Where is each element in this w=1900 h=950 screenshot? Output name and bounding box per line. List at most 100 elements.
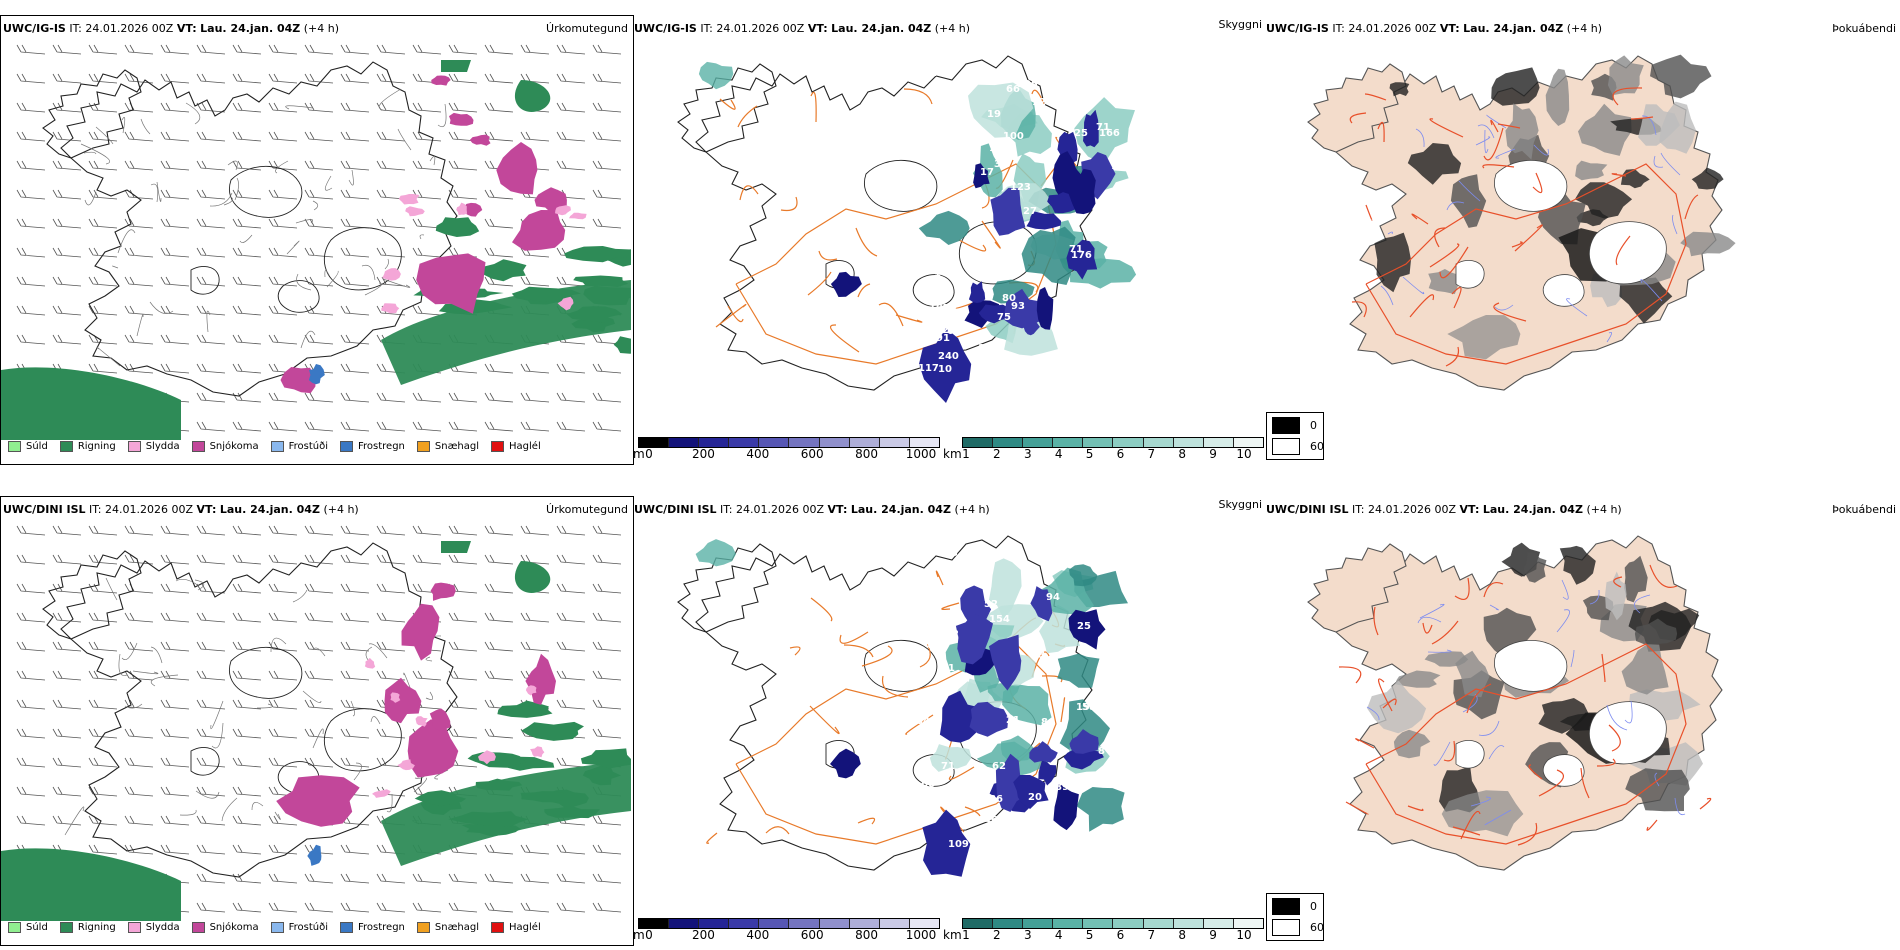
ceiling-cell bbox=[939, 690, 981, 743]
fog-cell bbox=[1441, 790, 1524, 837]
cell-value-label: 75 bbox=[997, 312, 1011, 323]
sleet-cell bbox=[555, 205, 571, 216]
sleet-cell bbox=[398, 194, 420, 205]
rain-cell bbox=[544, 806, 600, 819]
legend-item-2: Slydda bbox=[127, 441, 180, 452]
colorbar-tick: 5 bbox=[1085, 447, 1094, 461]
panel-header-precip-2: UWC/DINI ISL IT: 24.01.2026 00Z VT: Lau.… bbox=[3, 503, 359, 516]
legend-item-6: Snæhagl bbox=[416, 441, 480, 452]
legend-label: Súld bbox=[26, 441, 48, 452]
cell-value-label: 27 bbox=[1023, 206, 1037, 217]
cell-value-label: 95 bbox=[1063, 323, 1077, 334]
westfjords-outline bbox=[1307, 543, 1407, 633]
rain-cell bbox=[573, 275, 629, 287]
colorbar-tick: 7 bbox=[1147, 928, 1156, 942]
cell-value-label: 86 bbox=[989, 794, 1003, 805]
legend-swatch bbox=[491, 922, 505, 933]
cell-value-label: 80 bbox=[1002, 293, 1016, 304]
glacier-outline bbox=[825, 260, 855, 289]
cloud-legend-label: 60 bbox=[1310, 921, 1324, 934]
cell-value-label: 42 bbox=[1041, 357, 1055, 368]
colorbar-cell-7 bbox=[1173, 438, 1204, 447]
glacier-outline bbox=[323, 708, 402, 772]
rain-cell bbox=[564, 246, 631, 263]
colorbar-tick: 600 bbox=[800, 447, 824, 461]
sleet-cell bbox=[557, 296, 574, 311]
colorbar-cell-5 bbox=[1113, 438, 1144, 447]
colorbar-tick: 400 bbox=[746, 928, 770, 942]
ceiling-cell bbox=[1069, 729, 1099, 754]
legend-item-6: Snæhagl bbox=[416, 922, 480, 933]
ceiling-cell bbox=[990, 187, 1026, 236]
colorbar-tick: 3 bbox=[1023, 447, 1032, 461]
legend-item-2: Slydda bbox=[127, 922, 180, 933]
iceland-outline bbox=[60, 542, 458, 878]
colorbar-cell-5 bbox=[1113, 919, 1144, 928]
fog-cell bbox=[1605, 571, 1627, 621]
rain-cell bbox=[511, 286, 581, 302]
legend-label: Snæhagl bbox=[434, 922, 480, 933]
legend-label: Frostregn bbox=[358, 441, 405, 452]
fog-cell bbox=[1574, 182, 1633, 219]
legend-swatch bbox=[59, 922, 73, 933]
colorbar-tick: 800 bbox=[855, 928, 879, 942]
fog-cell bbox=[1638, 104, 1680, 146]
sleet-cell bbox=[397, 759, 415, 771]
rain-cell bbox=[435, 217, 480, 237]
snow-cell bbox=[534, 187, 567, 213]
panel-title-fog-2: Þokuábendi bbox=[1832, 503, 1896, 516]
ceiling-cell bbox=[969, 701, 1009, 737]
colorbar-tick: 1 bbox=[962, 928, 970, 942]
colorbar-tick: 2 bbox=[993, 928, 1001, 942]
ceiling-cell bbox=[1030, 586, 1053, 622]
legend-label: Snjókoma bbox=[209, 922, 259, 933]
legend-item-7: Haglél bbox=[491, 922, 541, 933]
road-network bbox=[1338, 564, 1712, 846]
cell-value-label: 123 bbox=[1010, 182, 1031, 193]
glacier-outline bbox=[1542, 274, 1585, 307]
colorbar-cell-2 bbox=[1023, 438, 1054, 447]
colorbar-cell-7 bbox=[1173, 919, 1204, 928]
visibility-unit-2: km bbox=[943, 928, 962, 942]
fog-cell bbox=[1523, 552, 1547, 583]
fog-cell bbox=[1491, 67, 1540, 106]
cell-value-label: 59 bbox=[1104, 295, 1118, 306]
sleet-cell bbox=[415, 716, 428, 727]
colorbar-tick: 2 bbox=[993, 447, 1001, 461]
panel-header-cloud-2: UWC/DINI ISL IT: 24.01.2026 00Z VT: Lau.… bbox=[634, 503, 990, 516]
ceiling-cell bbox=[1052, 151, 1084, 208]
colorbar-cell-9 bbox=[1233, 438, 1263, 447]
legend-swatch bbox=[491, 441, 505, 452]
legend-swatch bbox=[270, 441, 284, 452]
visibility-unit-1: km bbox=[943, 447, 962, 461]
legend-label: Snæhagl bbox=[434, 441, 480, 452]
cloud-legend-item-0: 0 bbox=[1272, 898, 1317, 915]
colorbar-cell-7 bbox=[849, 919, 880, 928]
cell-value-label: 140 bbox=[934, 268, 955, 279]
cloud-legend-item-0: 0 bbox=[1272, 417, 1317, 434]
westfjords-outline bbox=[42, 69, 142, 159]
colorbar-tick: 10 bbox=[1236, 447, 1252, 461]
cell-value-label: 89 bbox=[958, 139, 972, 150]
panel-title-precip-1: Úrkomutegund bbox=[546, 22, 628, 35]
cell-value-label: 109 bbox=[948, 839, 969, 850]
glacier-outline bbox=[1455, 740, 1485, 769]
cell-value-label: 71 bbox=[941, 663, 955, 674]
rain-cell bbox=[582, 765, 621, 786]
colorbar-cell-2 bbox=[1023, 919, 1054, 928]
glacier-outline bbox=[864, 160, 938, 212]
glacier-outline bbox=[864, 640, 938, 692]
rain-cell bbox=[520, 791, 567, 803]
legend-swatch bbox=[127, 922, 141, 933]
fog-cell bbox=[1619, 277, 1673, 324]
colorbar-cell-8 bbox=[1203, 919, 1234, 928]
cell-value-label: 12 bbox=[978, 343, 992, 354]
precip-legend-2: Súld Rigning Slydda Snjókoma Frostúði Frostre… bbox=[8, 922, 553, 933]
colorbar-tick: 600 bbox=[800, 928, 824, 942]
legend-item-7: Haglél bbox=[491, 441, 541, 452]
cell-value-label: 177 bbox=[1111, 161, 1132, 172]
precip-map-1 bbox=[1, 44, 631, 440]
colorbar-cell-8 bbox=[879, 919, 910, 928]
glacier-outline bbox=[229, 647, 303, 699]
sleet-cell bbox=[372, 789, 391, 798]
